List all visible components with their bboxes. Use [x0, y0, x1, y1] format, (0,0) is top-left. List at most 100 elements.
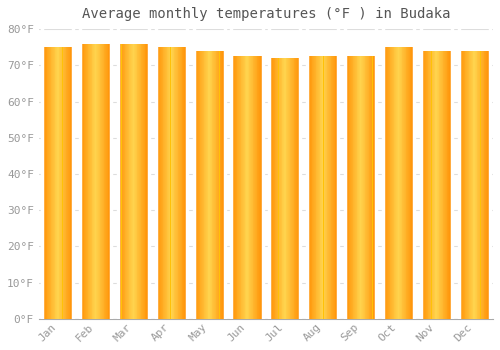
Bar — [49, 47, 50, 319]
Bar — [211, 51, 212, 319]
Bar — [157, 47, 158, 319]
Bar — [62, 47, 64, 319]
Bar — [297, 58, 298, 319]
Bar — [269, 58, 270, 319]
Bar — [366, 56, 367, 319]
Bar — [389, 47, 390, 319]
Bar — [168, 47, 169, 319]
Bar — [244, 56, 246, 319]
Bar — [161, 47, 162, 319]
Bar — [72, 47, 73, 319]
Bar — [292, 58, 293, 319]
Bar — [402, 47, 403, 319]
Bar — [248, 56, 250, 319]
Bar — [352, 56, 354, 319]
Title: Average monthly temperatures (°F ) in Budaka: Average monthly temperatures (°F ) in Bu… — [82, 7, 450, 21]
Bar — [384, 47, 385, 319]
Bar — [315, 56, 316, 319]
Bar — [390, 47, 391, 319]
Bar — [260, 56, 262, 319]
Bar — [488, 51, 489, 319]
Bar — [243, 56, 244, 319]
Bar — [282, 58, 284, 319]
Bar — [472, 51, 474, 319]
Bar — [207, 51, 208, 319]
Bar — [298, 58, 299, 319]
Bar — [156, 47, 187, 319]
Bar — [250, 56, 251, 319]
Bar — [83, 43, 84, 319]
Bar — [119, 43, 120, 319]
Bar — [66, 47, 68, 319]
Bar — [84, 43, 85, 319]
Bar — [169, 47, 170, 319]
Bar — [86, 43, 87, 319]
Bar — [180, 47, 181, 319]
Bar — [80, 43, 82, 319]
Bar — [123, 43, 124, 319]
Bar — [289, 58, 290, 319]
Bar — [350, 56, 351, 319]
Bar — [87, 43, 88, 319]
Bar — [360, 56, 362, 319]
Bar — [371, 56, 372, 319]
Bar — [322, 56, 324, 319]
Bar — [95, 43, 96, 319]
Bar — [162, 47, 164, 319]
Bar — [118, 43, 149, 319]
Bar — [434, 51, 436, 319]
Bar — [213, 51, 214, 319]
Bar — [328, 56, 329, 319]
Bar — [144, 43, 146, 319]
Bar — [254, 56, 255, 319]
Bar — [484, 51, 486, 319]
Bar — [321, 56, 322, 319]
Bar — [394, 47, 395, 319]
Bar — [442, 51, 444, 319]
Bar — [138, 43, 139, 319]
Bar — [464, 51, 466, 319]
Bar — [421, 51, 452, 319]
Bar — [85, 43, 86, 319]
Bar — [337, 56, 338, 319]
Bar — [164, 47, 165, 319]
Bar — [197, 51, 198, 319]
Bar — [185, 47, 186, 319]
Bar — [293, 58, 294, 319]
Bar — [218, 51, 220, 319]
Bar — [52, 47, 53, 319]
Bar — [370, 56, 371, 319]
Bar — [202, 51, 203, 319]
Bar — [174, 47, 176, 319]
Bar — [46, 47, 48, 319]
Bar — [134, 43, 135, 319]
Bar — [217, 51, 218, 319]
Bar — [232, 56, 234, 319]
Bar — [311, 56, 312, 319]
Bar — [204, 51, 205, 319]
Bar — [392, 47, 393, 319]
Bar — [252, 56, 254, 319]
Bar — [110, 43, 112, 319]
Bar — [278, 58, 280, 319]
Bar — [426, 51, 428, 319]
Bar — [280, 58, 281, 319]
Bar — [97, 43, 98, 319]
Bar — [326, 56, 328, 319]
Bar — [91, 43, 92, 319]
Bar — [433, 51, 434, 319]
Bar — [224, 51, 225, 319]
Bar — [286, 58, 287, 319]
Bar — [68, 47, 69, 319]
Bar — [307, 56, 308, 319]
Bar — [166, 47, 168, 319]
Bar — [274, 58, 276, 319]
Bar — [92, 43, 93, 319]
Bar — [309, 56, 310, 319]
Bar — [199, 51, 200, 319]
Bar — [363, 56, 364, 319]
Bar — [106, 43, 108, 319]
Bar — [173, 47, 174, 319]
Bar — [468, 51, 469, 319]
Bar — [406, 47, 407, 319]
